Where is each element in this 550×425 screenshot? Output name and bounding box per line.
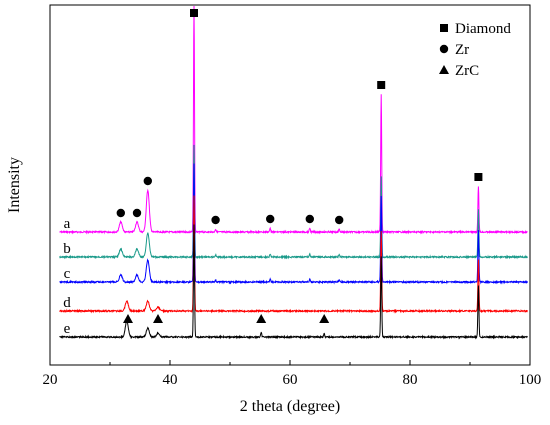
legend: Diamond Zr ZrC (439, 21, 511, 79)
annotation-markers (116, 9, 483, 323)
circle-marker-5 (143, 176, 152, 186)
legend-marker-triangle (439, 65, 449, 74)
square-marker-1 (377, 81, 386, 89)
legend-marker-square (440, 24, 448, 32)
series-line-b (59, 144, 529, 260)
triangle-marker-12 (256, 314, 267, 323)
square-marker-2 (474, 173, 483, 181)
circle-marker-8 (305, 214, 314, 224)
circle-marker-7 (266, 214, 275, 224)
square-marker-0 (190, 9, 198, 17)
x-tick-label-0: 20 (43, 372, 58, 388)
x-tick-label-2: 60 (283, 372, 298, 388)
series-label-b: b (63, 241, 71, 257)
x-axis-label: 2 theta (degree) (240, 398, 340, 415)
triangle-marker-13 (319, 314, 330, 323)
series-label-e: e (64, 321, 71, 337)
series-line-e (59, 224, 528, 340)
triangle-marker-11 (153, 314, 163, 323)
x-tick-label-4: 100 (519, 372, 542, 388)
legend-label-diamond: Diamond (455, 21, 511, 37)
circle-marker-6 (211, 215, 220, 225)
x-ticks: 20 40 60 80 100 (43, 360, 542, 388)
series-label-c: c (64, 266, 71, 282)
circle-marker-3 (116, 208, 126, 218)
series-line-d (59, 195, 528, 314)
x-tick-label-1: 40 (163, 372, 178, 388)
series-label-a: a (64, 216, 71, 232)
legend-marker-circle (439, 44, 449, 54)
series-line-c (59, 163, 529, 285)
y-axis-label: Intensity (6, 157, 23, 213)
series-label-d: d (63, 295, 71, 311)
series-line-a (59, 5, 528, 235)
legend-label-zr: Zr (455, 42, 469, 58)
triangle-marker-10 (123, 314, 133, 323)
legend-label-zrc: ZrC (455, 63, 479, 79)
x-tick-label-3: 80 (403, 372, 418, 388)
circle-marker-9 (335, 215, 344, 225)
circle-marker-4 (132, 208, 142, 218)
